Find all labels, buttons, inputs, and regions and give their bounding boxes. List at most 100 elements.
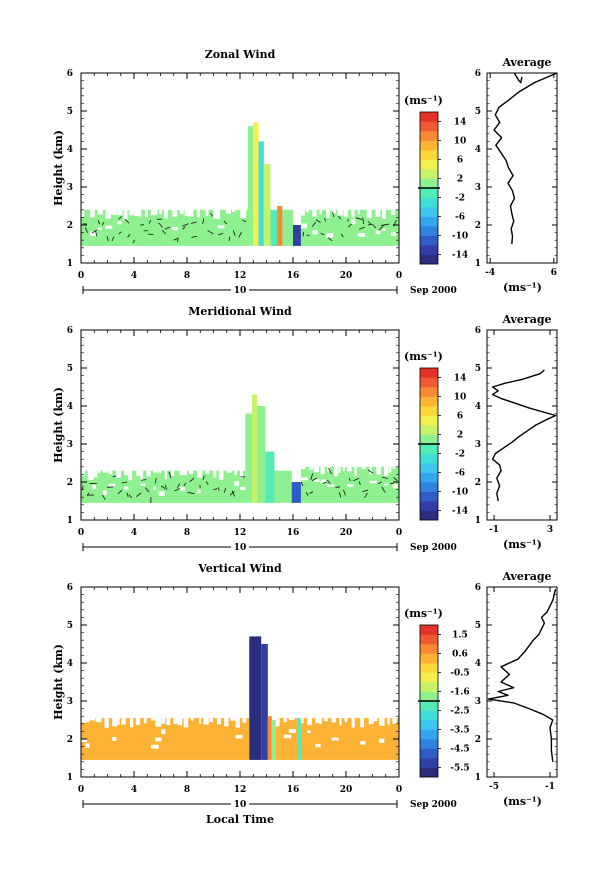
wind-barb xyxy=(147,233,154,236)
data-gap xyxy=(161,729,166,735)
colorbar-swatch xyxy=(420,235,438,246)
heatmap-area xyxy=(81,122,399,246)
wind-barb xyxy=(381,486,386,493)
colorbar-swatch xyxy=(420,663,438,673)
data-cell xyxy=(261,644,268,760)
y-tick-label: 1 xyxy=(67,516,73,526)
data-gap xyxy=(382,228,386,231)
colorbar-swatch xyxy=(420,767,438,778)
profile-title: Average xyxy=(501,570,551,583)
wind-barb xyxy=(320,232,325,236)
wind-barb xyxy=(182,223,189,227)
data-gap xyxy=(344,717,348,722)
profile-y-tick-label: 6 xyxy=(475,69,481,79)
colorbar-swatch xyxy=(420,425,438,435)
data-gap xyxy=(226,469,233,473)
panel-title: Meridional Wind xyxy=(188,305,292,318)
x-tick-label: 0 xyxy=(396,528,402,538)
profile-x-tick-label: -1 xyxy=(545,782,555,792)
profile-y-tick-label: 2 xyxy=(475,221,481,231)
data-gap xyxy=(307,717,312,726)
colorbar-tick-label: -2 xyxy=(455,450,465,460)
wind-barb xyxy=(158,222,163,228)
wind-barb xyxy=(86,492,90,496)
data-gap xyxy=(343,208,348,218)
data-gap xyxy=(339,717,342,726)
wind-barb xyxy=(84,227,88,233)
x-tick-label: 8 xyxy=(184,785,190,795)
wind-barb xyxy=(364,492,368,498)
colorbar-tick-label: -6 xyxy=(455,469,465,479)
month-label: Sep 2000 xyxy=(410,543,457,553)
y-tick-label: 3 xyxy=(67,440,73,450)
data-gap xyxy=(391,232,397,237)
wind-barb xyxy=(326,479,331,484)
profile-y-tick-label: 5 xyxy=(475,107,481,117)
profile-xlabel: (ms⁻¹) xyxy=(503,538,542,551)
data-gap xyxy=(387,717,390,725)
data-gap xyxy=(331,737,339,741)
data-gap xyxy=(225,208,232,214)
data-gap xyxy=(333,465,339,477)
wind-barb xyxy=(82,485,84,490)
data-gap xyxy=(102,469,108,473)
data-gap xyxy=(105,208,111,219)
x-tick-label: 8 xyxy=(184,528,190,538)
colorbar-swatch xyxy=(420,216,438,227)
y-tick-label: 2 xyxy=(67,478,73,488)
data-gap xyxy=(319,717,322,725)
data-gap xyxy=(85,743,90,748)
data-gap xyxy=(216,717,222,725)
wind-barb xyxy=(335,486,341,488)
colorbar-tick-label: -14 xyxy=(452,251,468,261)
colorbar-swatch xyxy=(420,444,438,454)
wind-barb xyxy=(128,494,133,499)
data-gap xyxy=(346,484,354,487)
data-gap xyxy=(300,717,304,724)
x-tick-label: 4 xyxy=(131,785,137,795)
data-gap xyxy=(151,744,159,749)
data-gap xyxy=(300,477,308,481)
data-gap xyxy=(351,208,355,218)
data-gap xyxy=(213,469,217,478)
y-tick-label: 5 xyxy=(67,621,73,631)
x-tick-label: 20 xyxy=(340,528,353,538)
wind-barb xyxy=(372,223,376,229)
colorbar-swatch xyxy=(420,169,438,179)
wind-barb xyxy=(337,215,342,220)
profile-line xyxy=(493,72,558,245)
colorbar-tick-label: -4.5 xyxy=(450,745,469,755)
wind-barb xyxy=(328,237,333,242)
data-gap xyxy=(369,465,373,475)
data-gap xyxy=(275,717,280,727)
data-gap xyxy=(89,231,97,237)
data-gap xyxy=(135,717,141,726)
wind-barb xyxy=(91,229,98,234)
colorbar-tick-label: -6 xyxy=(455,213,465,223)
data-cell xyxy=(271,720,276,760)
heatmap-area xyxy=(81,636,399,760)
data-gap xyxy=(179,469,184,476)
data-gap xyxy=(97,208,103,215)
data-cell xyxy=(258,141,264,246)
x-tick-label: 0 xyxy=(396,785,402,795)
profile-frame xyxy=(486,586,558,778)
profile-y-tick-label: 3 xyxy=(475,440,481,450)
wind-barb xyxy=(242,219,247,223)
data-gap xyxy=(105,225,113,229)
data-gap xyxy=(153,486,157,490)
colorbar-swatch xyxy=(420,150,438,160)
wind-barb xyxy=(136,492,142,497)
wind-barb xyxy=(148,219,152,224)
data-gap xyxy=(172,208,178,217)
colorbar-swatch xyxy=(420,710,438,721)
colorbar: 1.5 0.6 -0.5 -1.6 -2.5 -3.5 -4.5 -5.5 xyxy=(418,624,470,778)
data-gap xyxy=(320,465,325,475)
wind-barb xyxy=(218,487,220,491)
average-profile: 1 2 3 4 5 6 -4 6 xyxy=(475,69,558,278)
date-bar: 10 xyxy=(82,797,398,810)
colorbar-swatch xyxy=(420,720,438,730)
wind-barb xyxy=(324,218,327,222)
colorbar-swatch xyxy=(420,406,438,416)
